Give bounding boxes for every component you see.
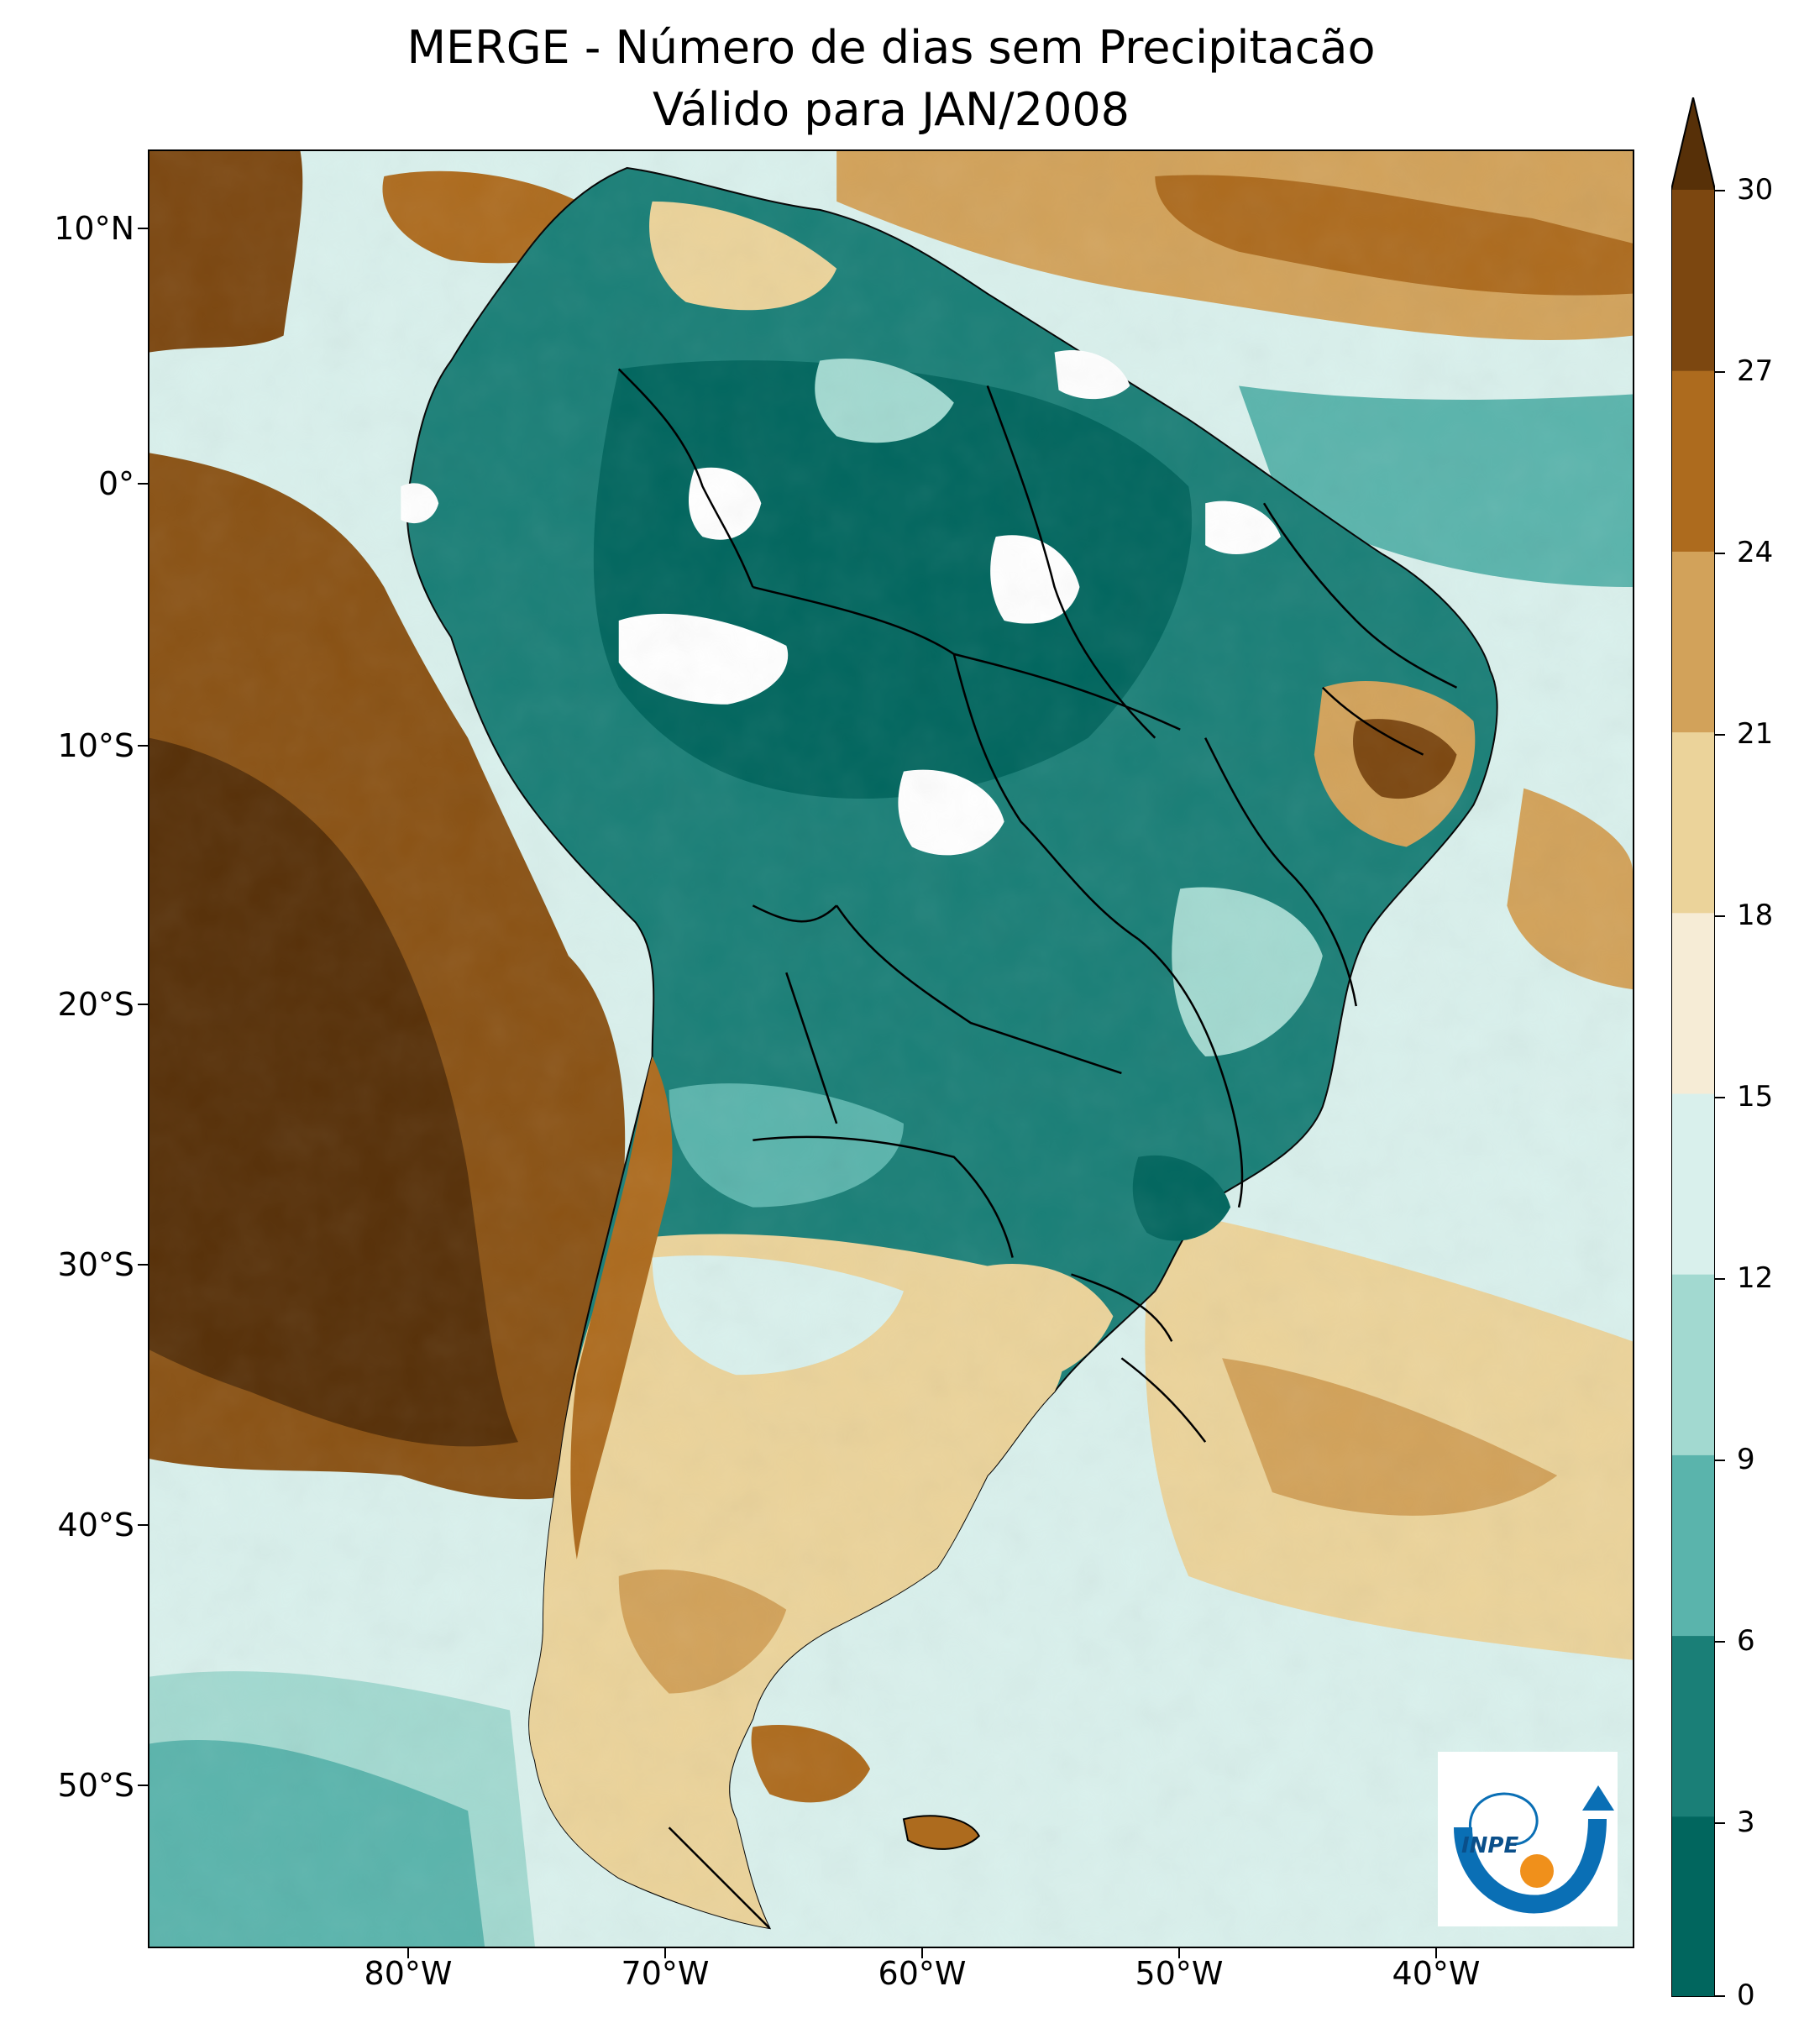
lon-tick xyxy=(664,1948,666,1958)
lat-label-50s: 50°S xyxy=(57,1767,134,1804)
colorbar-tick xyxy=(1715,1995,1725,1997)
lon-label-40w: 40°W xyxy=(1392,1955,1481,1992)
lat-label-10s: 10°S xyxy=(57,727,134,764)
colorbar-tick xyxy=(1715,734,1725,736)
lon-tick xyxy=(921,1948,923,1958)
lat-tick xyxy=(138,228,148,229)
inpe-logo-graphic: INPE xyxy=(1454,1785,1614,1914)
lon-tick xyxy=(407,1948,409,1958)
colorbar-segment xyxy=(1671,370,1715,552)
lat-label-30s: 30°S xyxy=(57,1246,134,1283)
lat-label-40s: 40°S xyxy=(57,1507,134,1543)
lon-tick xyxy=(1178,1948,1180,1958)
colorbar-segment xyxy=(1671,1635,1715,1817)
colorbar-label-0: 0 xyxy=(1737,1978,1755,2012)
logo-text: INPE xyxy=(1461,1833,1518,1858)
colorbar-label-6: 6 xyxy=(1737,1624,1755,1658)
colorbar-label-30: 30 xyxy=(1737,173,1774,207)
chart-title-line1: MERGE - Número de dias sem Precipitacão xyxy=(406,21,1376,74)
colorbar-label-15: 15 xyxy=(1737,1080,1774,1114)
lat-tick xyxy=(138,745,148,747)
inpe-logo: INPE xyxy=(1438,1752,1618,1926)
colorbar-segment xyxy=(1671,1454,1715,1637)
colorbar-tick xyxy=(1715,1460,1725,1461)
colorbar-tick xyxy=(1715,1822,1725,1824)
colorbar-label-18: 18 xyxy=(1737,899,1774,932)
colorbar-segment xyxy=(1671,1274,1715,1455)
colorbar-tick xyxy=(1715,915,1725,917)
colorbar-extend-arrow xyxy=(1671,97,1715,190)
colorbar-segment xyxy=(1671,912,1715,1094)
colorbar-segment xyxy=(1671,190,1715,371)
lon-label-80w: 80°W xyxy=(364,1955,453,1992)
precipitation-map xyxy=(149,151,1633,1947)
map-panel xyxy=(148,149,1634,1948)
falkland-islands xyxy=(902,1815,980,1850)
lat-tick xyxy=(138,1785,148,1786)
lat-tick xyxy=(138,1004,148,1005)
colorbar-tick xyxy=(1715,553,1725,554)
logo-swirl xyxy=(1468,1792,1539,1846)
lon-tick xyxy=(1435,1948,1437,1958)
political-borders xyxy=(617,368,1458,1929)
colorbar-segment xyxy=(1671,731,1715,914)
lat-tick xyxy=(138,483,148,485)
lat-label-0: 0° xyxy=(97,465,134,502)
chart-title-line2: Válido para JAN/2008 xyxy=(652,83,1130,136)
lon-label-60w: 60°W xyxy=(878,1955,967,1992)
colorbar-tick xyxy=(1715,190,1725,191)
lat-label-10n: 10°N xyxy=(54,210,134,247)
colorbar-tick xyxy=(1715,1278,1725,1280)
logo-arc xyxy=(1454,1818,1607,1914)
colorbar-tick xyxy=(1715,1097,1725,1098)
colorbar-outline xyxy=(1671,97,1715,1997)
colorbar-label-21: 21 xyxy=(1737,717,1774,751)
colorbar-label-12: 12 xyxy=(1737,1261,1774,1295)
lat-tick xyxy=(138,1524,148,1526)
colorbar-label-3: 3 xyxy=(1737,1806,1755,1839)
colorbar xyxy=(1671,97,1715,1997)
colorbar-label-9: 9 xyxy=(1737,1443,1755,1476)
colorbar-label-24: 24 xyxy=(1737,536,1774,569)
colorbar-tick xyxy=(1715,371,1725,373)
colorbar-tick xyxy=(1715,1641,1725,1643)
lat-tick xyxy=(138,1264,148,1266)
lon-label-50w: 50°W xyxy=(1135,1955,1224,1992)
logo-arrow-icon xyxy=(1582,1785,1614,1811)
noise-texture xyxy=(149,151,1633,1947)
logo-orange-dot xyxy=(1520,1854,1554,1888)
colorbar-segment xyxy=(1671,551,1715,733)
colorbar-segment xyxy=(1671,1816,1715,1997)
lat-label-20s: 20°S xyxy=(57,986,134,1023)
lon-label-70w: 70°W xyxy=(621,1955,710,1992)
colorbar-segment xyxy=(1671,1093,1715,1275)
colorbar-label-27: 27 xyxy=(1737,354,1774,388)
